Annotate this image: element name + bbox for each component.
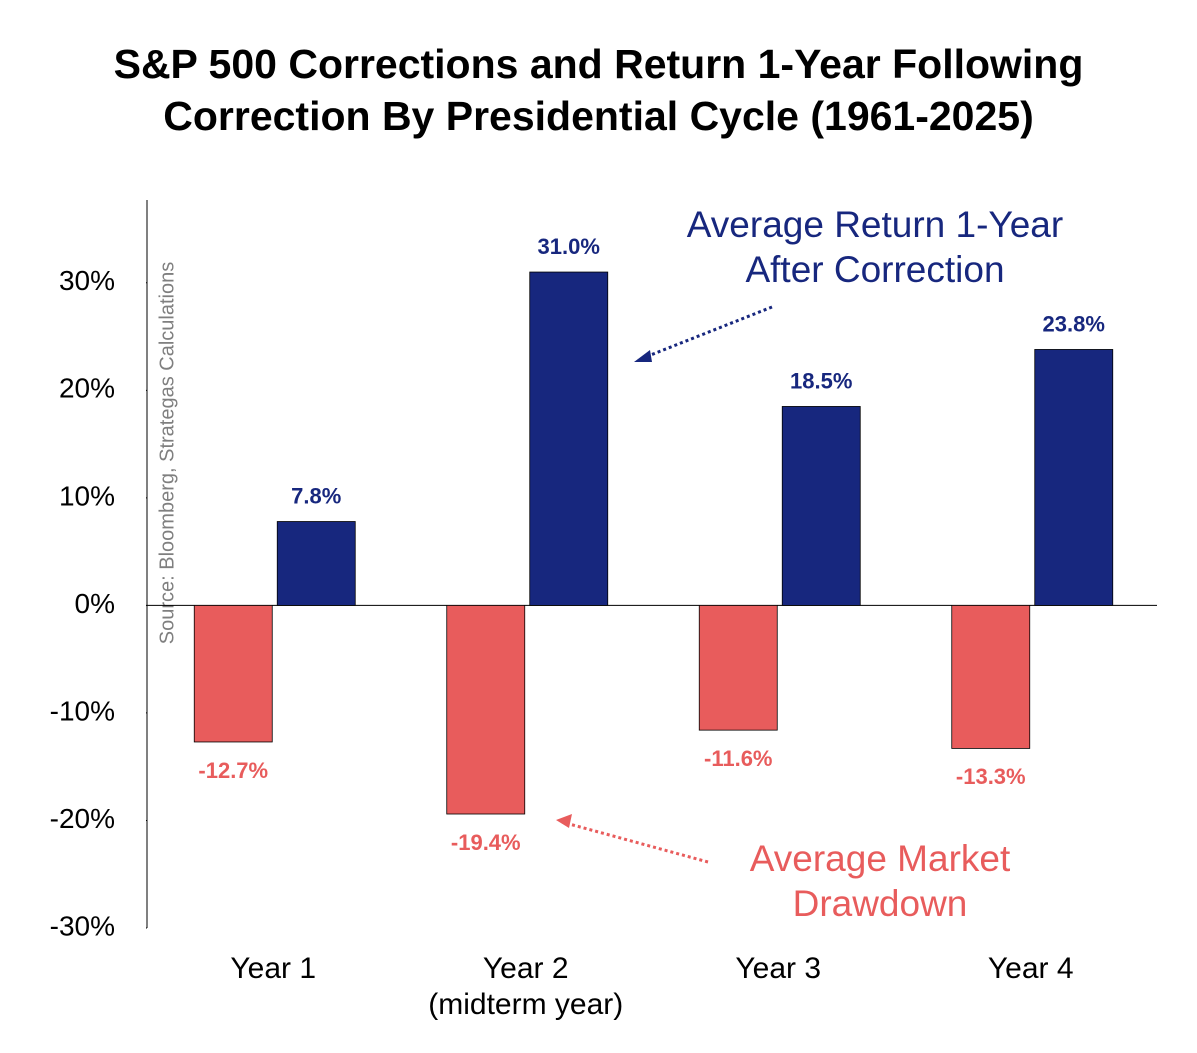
y-tick-label: 20% <box>59 373 115 404</box>
value-label: 23.8% <box>1043 311 1105 336</box>
x-tick-label: Year 4 <box>987 952 1074 985</box>
chart-title: S&P 500 Corrections and Return 1-Year Fo… <box>113 41 1084 139</box>
y-tick-label: -10% <box>50 695 115 726</box>
legend-annotation: Average Return 1-Year After Correction <box>686 204 1064 290</box>
bar <box>781 406 861 606</box>
bar <box>446 605 526 815</box>
bar <box>951 605 1031 749</box>
x-tick-label: Year 2 (midterm year) <box>428 952 624 1021</box>
bar <box>193 605 273 743</box>
value-label: -12.7% <box>198 758 268 783</box>
y-tick-label: 0% <box>75 588 115 619</box>
source-note: Source: Bloomberg, Strategas Calculation… <box>156 262 178 644</box>
x-tick-label: Year 1 <box>230 952 317 985</box>
legend-annotation: Average Market Drawdown <box>749 838 1011 924</box>
value-label: 31.0% <box>538 234 600 259</box>
y-tick-label: 30% <box>59 265 115 296</box>
arrow-head <box>556 814 572 828</box>
value-label: -13.3% <box>956 764 1026 789</box>
y-tick-label: 10% <box>59 480 115 511</box>
arrow <box>637 305 773 362</box>
value-label: -11.6% <box>704 746 773 771</box>
value-label: 7.8% <box>291 483 341 508</box>
y-tick-label: -30% <box>50 910 115 941</box>
bar <box>698 605 778 731</box>
bar <box>1034 349 1114 606</box>
bar <box>529 271 609 606</box>
value-label: 18.5% <box>790 368 852 393</box>
value-label: -19.4% <box>451 830 521 855</box>
y-tick-label: -20% <box>50 803 115 834</box>
x-tick-label: Year 3 <box>735 952 822 985</box>
arrow <box>561 820 709 864</box>
arrow-head <box>634 350 652 362</box>
bar <box>276 521 356 606</box>
